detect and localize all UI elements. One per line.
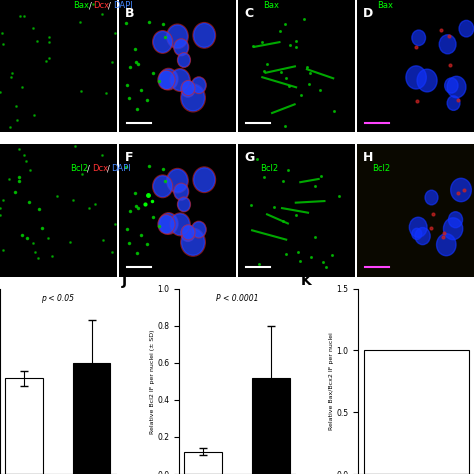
Circle shape [425, 190, 438, 205]
Circle shape [171, 214, 190, 235]
Circle shape [445, 78, 458, 93]
Circle shape [181, 81, 195, 97]
Text: D: D [363, 7, 374, 19]
Text: C: C [244, 7, 253, 19]
Text: F: F [125, 151, 133, 164]
Text: J: J [121, 274, 127, 288]
Circle shape [412, 228, 422, 239]
Circle shape [444, 218, 463, 240]
Text: H: H [363, 151, 374, 164]
Circle shape [439, 35, 456, 54]
Text: Bax: Bax [73, 1, 90, 10]
Circle shape [412, 30, 426, 46]
Text: Bax: Bax [377, 1, 393, 10]
Circle shape [160, 213, 177, 234]
Bar [252, 378, 290, 474]
Circle shape [160, 69, 177, 89]
Circle shape [437, 234, 456, 256]
Text: /: / [87, 164, 90, 173]
Circle shape [167, 25, 188, 48]
Circle shape [192, 77, 206, 93]
Circle shape [174, 184, 188, 200]
Circle shape [182, 85, 204, 111]
Text: Bcl2: Bcl2 [70, 164, 88, 173]
Circle shape [182, 229, 204, 255]
Circle shape [447, 76, 466, 98]
Circle shape [171, 69, 190, 91]
Circle shape [194, 23, 215, 47]
Text: G: G [244, 151, 254, 164]
Text: DAPI: DAPI [111, 164, 131, 173]
Circle shape [178, 53, 190, 67]
Y-axis label: Relative Bcl2 IF per nuclei (± SD): Relative Bcl2 IF per nuclei (± SD) [150, 329, 155, 434]
Circle shape [415, 228, 430, 245]
Bar [73, 363, 110, 474]
Circle shape [447, 96, 460, 110]
Circle shape [410, 217, 427, 237]
Circle shape [181, 226, 195, 241]
Circle shape [194, 168, 215, 191]
Text: B: B [125, 7, 135, 19]
Circle shape [178, 198, 190, 211]
Text: K: K [301, 274, 311, 288]
Text: Bcl2: Bcl2 [260, 164, 278, 173]
Text: /: / [107, 164, 109, 173]
Text: Bax: Bax [263, 1, 279, 10]
Circle shape [448, 212, 463, 228]
Circle shape [174, 39, 188, 55]
Circle shape [158, 215, 174, 233]
Text: DAPI: DAPI [113, 1, 133, 10]
Text: P < 0.0001: P < 0.0001 [216, 294, 258, 303]
Circle shape [167, 169, 188, 192]
Circle shape [417, 69, 437, 92]
Circle shape [406, 66, 426, 89]
Circle shape [182, 81, 194, 95]
Circle shape [153, 31, 172, 53]
Text: Dcx: Dcx [93, 1, 109, 10]
Text: Bcl2: Bcl2 [372, 164, 390, 173]
Text: Dcx: Dcx [92, 164, 108, 173]
Circle shape [192, 222, 206, 237]
Text: /: / [89, 1, 91, 10]
Bar [184, 452, 222, 474]
Bar [5, 378, 43, 474]
Circle shape [158, 71, 174, 89]
Y-axis label: Relative Bax/Bcx2 IF per nuclei: Relative Bax/Bcx2 IF per nuclei [329, 332, 334, 430]
Circle shape [451, 178, 471, 201]
Text: p < 0.05: p < 0.05 [41, 294, 74, 303]
Text: /: / [108, 1, 111, 10]
Bar [364, 350, 469, 474]
Circle shape [153, 176, 172, 197]
Circle shape [182, 225, 194, 239]
Circle shape [459, 20, 474, 37]
